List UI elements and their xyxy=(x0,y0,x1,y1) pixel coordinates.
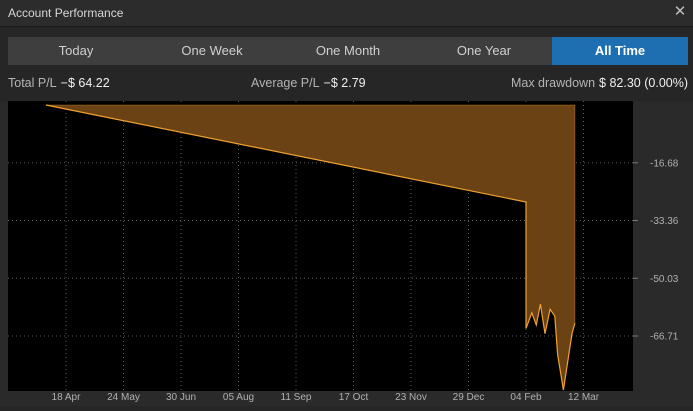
tab-one-week[interactable]: One Week xyxy=(144,37,280,65)
total-pl-label: Total P/L xyxy=(8,76,57,90)
x-tick-label: 29 Dec xyxy=(453,392,485,403)
performance-chart-panel: -16.68 -33.36 -50.03 -66.71 18 Apr 24 May 30 … xyxy=(0,101,693,406)
x-tick-label: 30 Jun xyxy=(166,392,196,403)
total-pl: Total P/L −$ 64.22 xyxy=(8,68,110,98)
x-tick-label: 23 Nov xyxy=(395,392,427,403)
y-tick-label: -16.68 xyxy=(650,158,679,169)
performance-chart[interactable]: -16.68 -33.36 -50.03 -66.71 18 Apr 24 May 30 … xyxy=(0,101,693,406)
period-tabs: Today One Week One Month One Year All Ti… xyxy=(8,37,688,65)
average-pl-value: −$ 2.79 xyxy=(323,76,366,90)
total-pl-value: −$ 64.22 xyxy=(60,76,110,90)
y-axis: -16.68 -33.36 -50.03 -66.71 xyxy=(633,158,679,343)
x-tick-label: 24 May xyxy=(107,392,140,403)
tab-all-time[interactable]: All Time xyxy=(552,37,688,65)
close-icon[interactable]: ✕ xyxy=(673,3,687,20)
max-drawdown-value: $ 82.30 (0.00%) xyxy=(599,76,688,90)
average-pl-label: Average P/L xyxy=(251,76,320,90)
window-title: Account Performance xyxy=(8,6,124,20)
x-tick-label: 11 Sep xyxy=(281,392,312,403)
y-tick-label: -33.36 xyxy=(650,216,679,227)
max-drawdown-label: Max drawdown xyxy=(510,76,596,90)
stats-bar: Total P/L −$ 64.22 Average P/L −$ 2.79 Max… xyxy=(8,68,688,98)
average-pl: Average P/L −$ 2.79 xyxy=(251,68,366,98)
x-axis: 18 Apr 24 May 30 Jun 05 Aug 11 Sep 17 Oct 23 N… xyxy=(52,392,600,403)
window-titlebar: Account Performance ✕ xyxy=(0,0,693,27)
tab-one-month[interactable]: One Month xyxy=(280,37,416,65)
tab-today[interactable]: Today xyxy=(8,37,144,65)
y-tick-label: -50.03 xyxy=(650,274,679,285)
tab-one-year[interactable]: One Year xyxy=(416,37,552,65)
x-tick-label: 12 Mar xyxy=(568,392,600,403)
x-tick-label: 18 Apr xyxy=(52,392,82,403)
pl-line xyxy=(45,104,576,391)
max-drawdown: Max drawdown $ 82.30 (0.00%) xyxy=(511,68,688,98)
x-tick-label: 04 Feb xyxy=(510,392,542,403)
y-tick-label: -66.71 xyxy=(650,332,679,343)
x-tick-label: 17 Oct xyxy=(339,392,369,403)
x-tick-label: 05 Aug xyxy=(223,392,254,403)
